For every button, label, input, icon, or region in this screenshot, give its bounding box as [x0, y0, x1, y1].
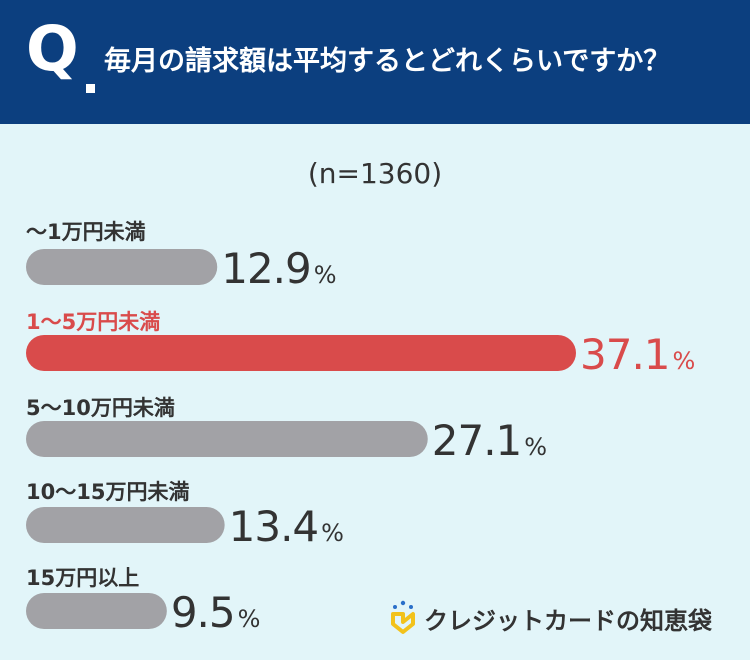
category-label-5: 15万円以上 [26, 566, 140, 590]
lightbulb-logo-icon [391, 600, 415, 634]
bar-5 [26, 593, 167, 629]
category-label-1: 〜1万円未満 [26, 220, 146, 244]
q-dot [86, 84, 95, 93]
bar-4 [26, 507, 225, 543]
question-header: Q 毎月の請求額は平均するとどれくらいですか？ [0, 0, 750, 124]
category-label-2: 1〜5万円未満 [26, 310, 161, 334]
bar-3 [26, 421, 428, 457]
q-mark: Q [26, 12, 79, 85]
logo-text: クレジットカードの知恵袋 [424, 606, 712, 635]
value-label-3: 27.1% [432, 416, 547, 465]
sample-size: (n=1360) [307, 157, 443, 190]
category-label-3: 5〜10万円未満 [26, 396, 175, 420]
bar-2 [26, 335, 576, 371]
category-label-4: 10〜15万円未満 [26, 480, 190, 504]
value-label-4: 13.4% [229, 502, 344, 551]
value-label-5: 9.5% [171, 588, 261, 637]
value-label-1: 12.9% [221, 244, 336, 293]
value-label-2: 37.1% [580, 330, 695, 379]
question-text: 毎月の請求額は平均するとどれくらいですか？ [104, 46, 671, 77]
brand-logo: クレジットカードの知恵袋 [388, 598, 712, 638]
bar-1 [26, 249, 218, 285]
